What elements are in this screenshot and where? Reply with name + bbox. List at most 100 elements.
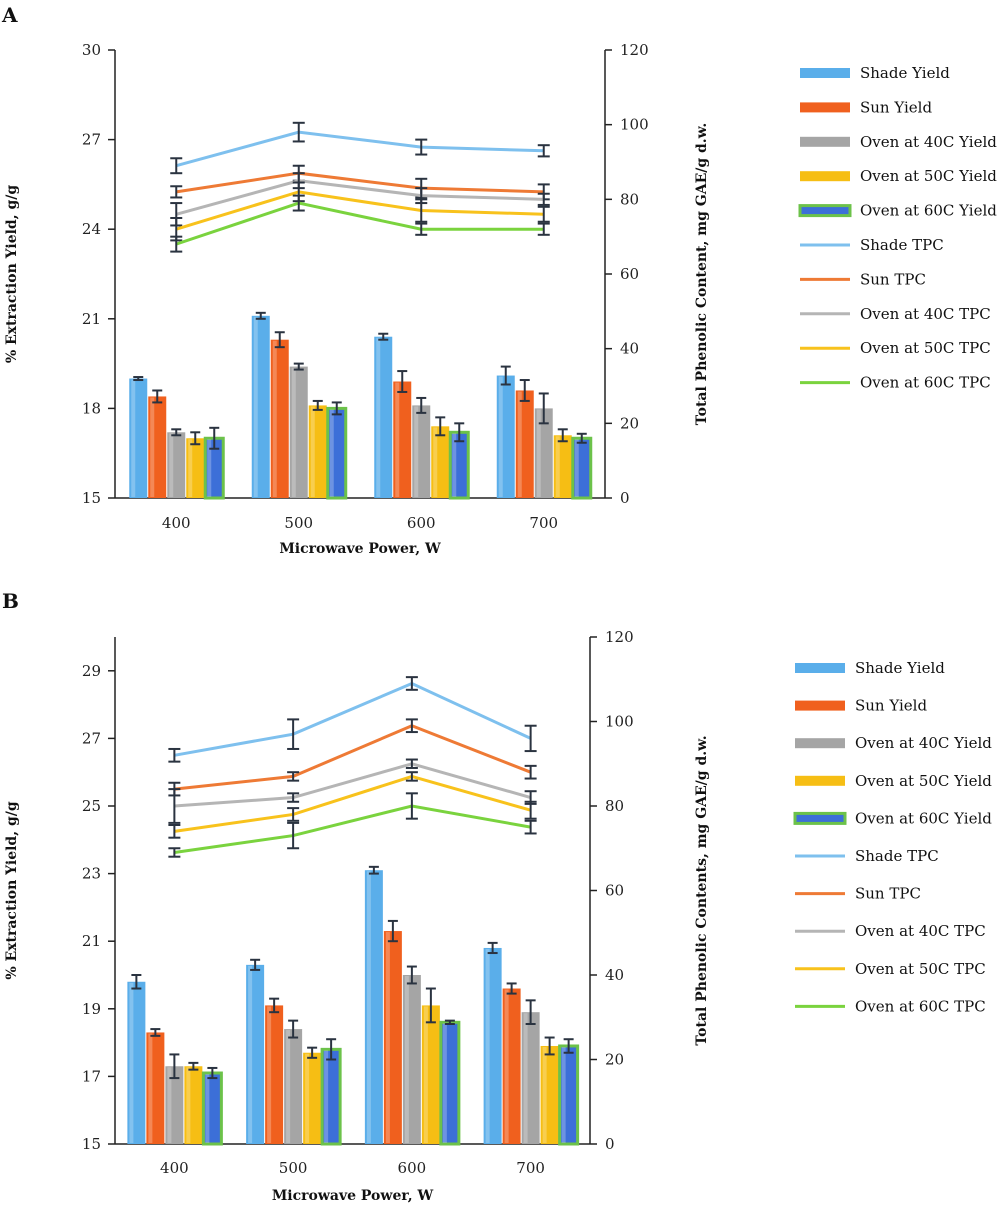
y2-tick-label: 0 [605,1135,615,1153]
y2-axis-title: Total Phenolic Content, mg GAE/g d.w. [694,123,710,425]
bar-3-0 [184,1066,203,1144]
legend-label: Oven at 60C TPC [855,997,986,1015]
bar-0-3 [496,375,515,498]
y-tick-label: 18 [82,399,101,417]
bar-highlight [536,409,541,497]
y2-tick-label: 60 [620,265,639,283]
bar-2-1 [289,366,308,498]
bar-highlight [523,1013,528,1143]
y-tick-label: 15 [82,1135,101,1153]
y2-tick-label: 80 [605,797,624,815]
bar-2-1 [284,1029,303,1144]
legend-swatch-bar [800,171,850,182]
y-tick-label: 21 [82,932,101,950]
legend-swatch-bar [793,811,847,825]
tpc-line-4 [175,201,544,246]
tpc-line-3 [175,190,544,231]
bar-highlight [366,871,371,1143]
y2-tick-label: 100 [620,116,649,134]
bar-highlight [207,439,212,497]
bar-highlight [452,433,457,497]
y-tick-label: 21 [82,310,101,328]
y2-tick-label: 80 [620,190,639,208]
bar-highlight [561,1046,566,1143]
y-tick-label: 27 [82,131,101,149]
bar-highlight [310,406,315,497]
legend-label: Oven at 50C Yield [860,167,997,185]
legend-label: Oven at 50C TPC [860,339,991,357]
bar-highlight [395,382,400,497]
legend-label: Oven at 40C TPC [860,305,991,323]
y-tick-label: 17 [82,1067,101,1085]
legend-swatch-bar [795,700,845,711]
bar-highlight [272,340,277,497]
chart-panel-b: 15 17 19 21 23 25 27 29 0 20 40 60 80 100 120 400 500 600… [4,628,992,1204]
bar-3-3 [553,435,572,498]
bar-1-3 [515,390,534,498]
bar-2-0 [167,432,186,498]
y-tick-label: 27 [82,729,101,747]
tpc-line-1 [176,171,544,194]
bar-highlight [324,1050,329,1143]
legend-label: Shade Yield [855,659,945,677]
bar-0-2 [364,870,383,1144]
bar-highlight [542,1046,547,1143]
bar-highlight [248,965,253,1143]
legend-swatch-bar [800,136,850,147]
legend-label: Sun TPC [855,885,921,903]
bar-highlight [555,436,560,497]
y2-tick-label: 120 [605,628,634,646]
legend-label: Oven at 50C Yield [855,772,992,790]
bar-highlight [169,433,174,497]
legend-swatch-bar [800,102,850,113]
y-tick-label: 29 [82,662,101,680]
panel-label-a: A [1,3,18,27]
bar-highlight [129,982,134,1143]
tpc-line-2 [174,762,532,808]
bar-highlight [148,1033,153,1143]
bar-0-0 [127,981,146,1144]
x-tick-label: 700 [529,514,558,532]
x-tick-label: 600 [407,514,436,532]
bar-highlight [504,989,509,1143]
x-tick-label: 600 [398,1159,427,1177]
bar-highlight [498,376,503,497]
legend-label: Oven at 40C Yield [855,734,992,752]
legend-label: Shade Yield [860,64,950,82]
bar-3-0 [186,438,205,498]
y-tick-label: 15 [82,489,101,507]
legend-label: Oven at 60C Yield [860,202,997,220]
bar-highlight [167,1067,172,1143]
legend-label: Shade TPC [860,236,944,254]
bar-3-2 [431,426,450,498]
x-tick-label: 400 [160,1159,189,1177]
bar-0-2 [374,336,393,498]
y-tick-label: 25 [82,797,101,815]
bar-highlight [442,1023,447,1143]
bar-highlight [485,948,490,1143]
x-tick-label: 700 [516,1159,545,1177]
bar-1-2 [383,931,402,1144]
bar-highlight [305,1053,310,1143]
y2-tick-label: 20 [620,414,639,432]
bar-1-3 [502,988,521,1144]
tpc-line-1 [174,724,532,791]
bar-3-1 [303,1052,322,1144]
bar-0-3 [483,947,502,1144]
bar-0-0 [129,378,148,498]
bar-highlight [286,1030,291,1143]
bar-2-3 [521,1012,540,1144]
legend-swatch-bar [795,775,845,786]
bar-1-2 [393,381,412,498]
bar-2-2 [402,975,421,1144]
x-tick-label: 500 [284,514,313,532]
bar-2-3 [534,408,553,498]
legend-label: Sun Yield [855,697,927,715]
legend-label: Sun TPC [860,270,926,288]
legend-swatch-bar [795,663,845,673]
bar-highlight [414,406,419,497]
y2-tick-label: 20 [605,1051,624,1069]
bar-3-1 [308,405,327,498]
bar-highlight [376,337,381,497]
bar-highlight [433,427,438,497]
